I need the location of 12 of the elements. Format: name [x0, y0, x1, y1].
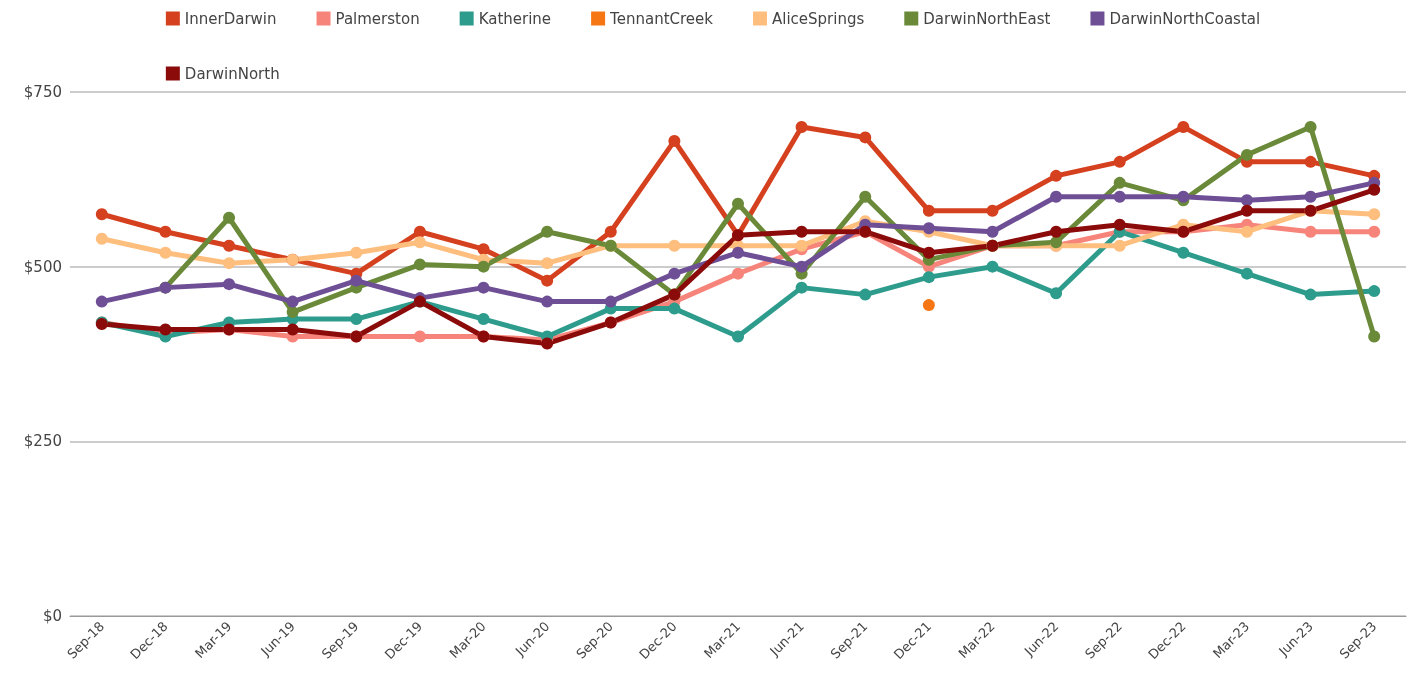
- y-tick-label: $0: [42, 607, 62, 625]
- y-tick-label: $750: [23, 83, 62, 101]
- legend-label: Katherine: [478, 9, 552, 28]
- legend-label: Palmerston: [335, 9, 420, 28]
- legend-label: DarwinNorthEast: [923, 9, 1051, 28]
- legend-label: DarwinNorth: [184, 64, 280, 83]
- y-tick-label: $250: [23, 432, 62, 451]
- legend-label: DarwinNorthCoastal: [1109, 9, 1261, 28]
- legend-label: InnerDarwin: [184, 9, 277, 28]
- legend-label: AliceSprings: [771, 9, 865, 28]
- y-tick-label: $500: [23, 257, 62, 276]
- legend-label: TennantCreek: [609, 9, 714, 28]
